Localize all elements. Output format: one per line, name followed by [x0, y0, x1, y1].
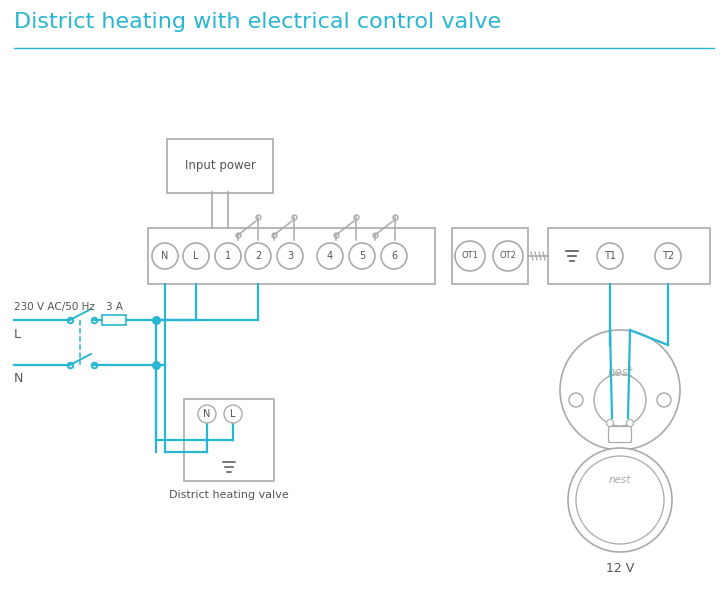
- FancyBboxPatch shape: [102, 315, 126, 325]
- Text: T1: T1: [604, 251, 616, 261]
- Text: L: L: [14, 327, 21, 340]
- FancyBboxPatch shape: [609, 426, 631, 443]
- Text: 6: 6: [391, 251, 397, 261]
- Text: 5: 5: [359, 251, 365, 261]
- Circle shape: [198, 405, 216, 423]
- FancyBboxPatch shape: [167, 139, 273, 193]
- Text: nest: nest: [607, 365, 633, 378]
- Circle shape: [597, 243, 623, 269]
- Text: 230 V AC/50 Hz: 230 V AC/50 Hz: [14, 302, 95, 312]
- FancyBboxPatch shape: [452, 228, 528, 284]
- Text: 4: 4: [327, 251, 333, 261]
- Text: L: L: [230, 409, 236, 419]
- Circle shape: [594, 374, 646, 426]
- Text: 3 A: 3 A: [106, 302, 122, 312]
- Circle shape: [560, 330, 680, 450]
- Circle shape: [627, 419, 633, 426]
- Circle shape: [215, 243, 241, 269]
- Circle shape: [455, 241, 485, 271]
- Text: L: L: [193, 251, 199, 261]
- Circle shape: [381, 243, 407, 269]
- Text: 2: 2: [255, 251, 261, 261]
- Circle shape: [349, 243, 375, 269]
- Circle shape: [317, 243, 343, 269]
- Text: OT1: OT1: [462, 251, 478, 261]
- Text: Input power: Input power: [185, 160, 256, 172]
- Text: 1: 1: [225, 251, 231, 261]
- Text: N: N: [162, 251, 169, 261]
- Text: 3: 3: [287, 251, 293, 261]
- FancyBboxPatch shape: [548, 228, 710, 284]
- Text: 12 V: 12 V: [606, 561, 634, 574]
- Circle shape: [152, 243, 178, 269]
- Text: N: N: [14, 371, 23, 384]
- Text: nest: nest: [609, 475, 631, 485]
- Circle shape: [576, 456, 664, 544]
- Text: T2: T2: [662, 251, 674, 261]
- Circle shape: [224, 405, 242, 423]
- Circle shape: [657, 393, 671, 407]
- Circle shape: [569, 393, 583, 407]
- Circle shape: [655, 243, 681, 269]
- Circle shape: [568, 448, 672, 552]
- Circle shape: [245, 243, 271, 269]
- Circle shape: [606, 419, 614, 426]
- FancyBboxPatch shape: [184, 399, 274, 481]
- Text: District heating valve: District heating valve: [169, 490, 289, 500]
- Circle shape: [183, 243, 209, 269]
- Circle shape: [277, 243, 303, 269]
- Text: OT2: OT2: [499, 251, 516, 261]
- FancyBboxPatch shape: [148, 228, 435, 284]
- Text: N: N: [203, 409, 210, 419]
- Circle shape: [493, 241, 523, 271]
- Text: District heating with electrical control valve: District heating with electrical control…: [14, 12, 501, 32]
